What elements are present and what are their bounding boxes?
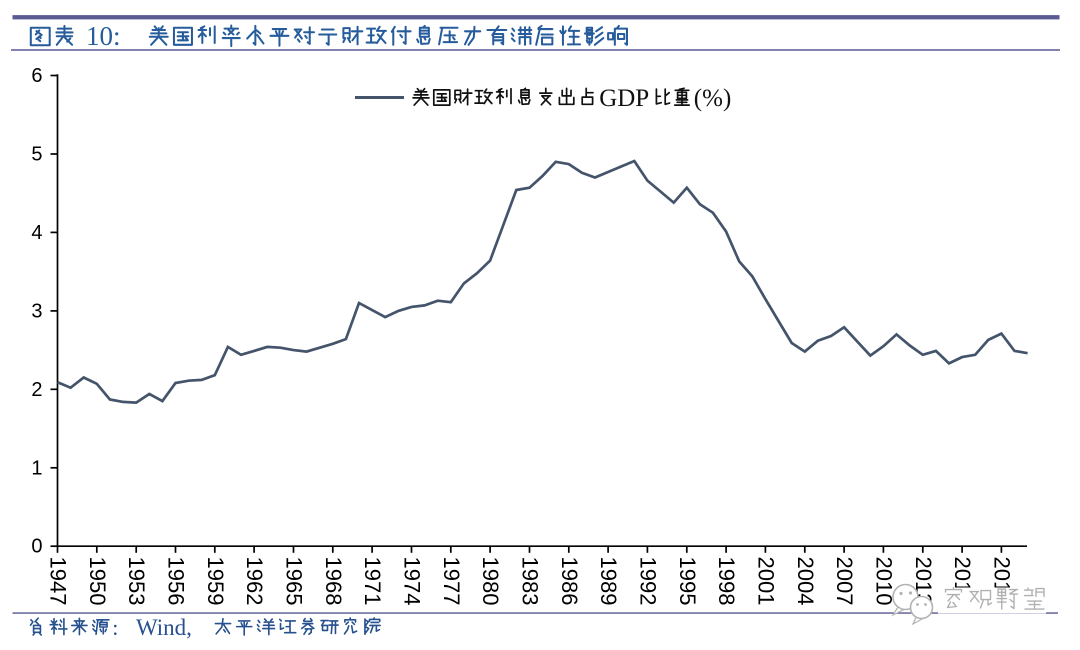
svg-text:1956: 1956 (164, 557, 189, 606)
svg-text:2007: 2007 (832, 557, 857, 606)
svg-text:10:: 10: (86, 21, 121, 51)
svg-text:Wind,: Wind, (136, 615, 192, 640)
svg-text:1953: 1953 (124, 557, 149, 606)
svg-text:1998: 1998 (714, 557, 739, 606)
svg-text:2004: 2004 (793, 557, 818, 606)
svg-text:1974: 1974 (400, 557, 425, 606)
svg-text:3: 3 (31, 300, 42, 322)
svg-text:1992: 1992 (635, 557, 660, 606)
svg-text:1965: 1965 (282, 557, 307, 606)
svg-text:1971: 1971 (360, 557, 385, 606)
svg-text:1: 1 (31, 457, 42, 479)
svg-text:0: 0 (31, 536, 42, 558)
svg-text:1986: 1986 (557, 557, 582, 606)
svg-text:1977: 1977 (439, 557, 464, 606)
svg-text:1995: 1995 (675, 557, 700, 606)
svg-text:2: 2 (31, 379, 42, 401)
svg-text:1980: 1980 (478, 557, 503, 606)
svg-text:5: 5 (31, 144, 42, 166)
svg-text:1962: 1962 (242, 557, 267, 606)
svg-text:(%): (%) (694, 85, 731, 112)
svg-text:1983: 1983 (518, 557, 543, 606)
svg-text:1959: 1959 (203, 557, 228, 606)
svg-text:1989: 1989 (596, 557, 621, 606)
svg-text:6: 6 (31, 65, 42, 87)
svg-text:1947: 1947 (46, 557, 71, 606)
svg-text:GDP: GDP (599, 85, 649, 112)
svg-text::: : (112, 615, 118, 640)
svg-text:2001: 2001 (753, 557, 778, 606)
svg-text:1950: 1950 (85, 557, 110, 606)
svg-text:4: 4 (31, 222, 42, 244)
svg-text:1968: 1968 (321, 557, 346, 606)
